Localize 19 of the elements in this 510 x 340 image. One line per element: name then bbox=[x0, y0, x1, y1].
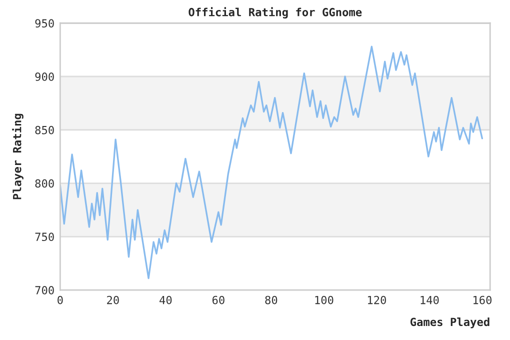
x-tick-label: 60 bbox=[212, 296, 224, 304]
y-tick-label: 700 bbox=[35, 286, 54, 294]
y-tick-label: 950 bbox=[35, 19, 54, 28]
x-tick-label: 100 bbox=[315, 296, 334, 304]
x-tick-label: 0 bbox=[58, 296, 63, 304]
x-tick-label: 160 bbox=[474, 296, 492, 304]
chart-title: Official Rating for GGnome bbox=[188, 7, 362, 18]
y-tick-label: 750 bbox=[35, 232, 54, 242]
x-tick-label: 20 bbox=[107, 296, 119, 304]
x-tick-label: 40 bbox=[160, 296, 172, 304]
x-tick-label: 140 bbox=[420, 296, 439, 304]
y-tick-label: 900 bbox=[35, 72, 54, 81]
y-axis-title: Player Rating bbox=[12, 114, 24, 200]
y-tick-label: 850 bbox=[35, 126, 54, 134]
line-series bbox=[60, 46, 484, 280]
x-tick-label: 80 bbox=[265, 296, 278, 304]
x-tick-label: 120 bbox=[368, 296, 386, 304]
y-tick-label: 800 bbox=[35, 179, 54, 188]
x-axis-title: Games Played bbox=[410, 318, 490, 328]
